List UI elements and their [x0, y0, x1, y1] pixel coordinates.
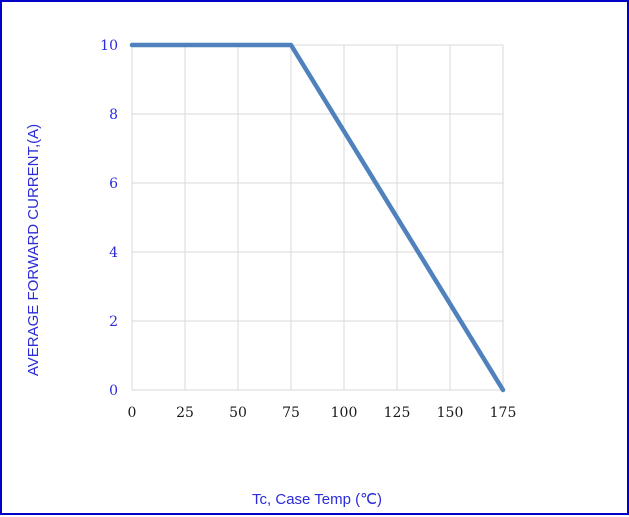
y-tick-label: 2	[109, 314, 118, 330]
x-tick-label: 150	[437, 405, 464, 421]
y-tick-label: 0	[109, 383, 118, 399]
y-axis-title: AVERAGE FORWARD CURRENT,(A)	[25, 124, 42, 376]
y-tick-label: 10	[100, 38, 118, 54]
x-axis-title: Tc, Case Temp (℃)	[252, 491, 382, 508]
x-tick-label: 100	[331, 405, 358, 421]
y-axis-ticks: 0 2 4 6 8 10	[100, 38, 118, 399]
x-tick-label: 0	[128, 405, 137, 421]
x-axis-ticks: 0 25 50 75 100 125 150 175	[128, 405, 517, 421]
y-tick-label: 6	[109, 176, 118, 192]
x-tick-label: 25	[176, 405, 194, 421]
x-tick-label: 75	[282, 405, 300, 421]
y-tick-label: 8	[109, 107, 118, 123]
grid	[131, 44, 504, 391]
series-line	[129, 42, 506, 393]
series-layer	[129, 42, 506, 393]
x-tick-label: 125	[384, 405, 411, 421]
x-tick-label: 50	[229, 405, 247, 421]
x-tick-label: 175	[490, 405, 517, 421]
y-tick-label: 4	[109, 245, 118, 261]
